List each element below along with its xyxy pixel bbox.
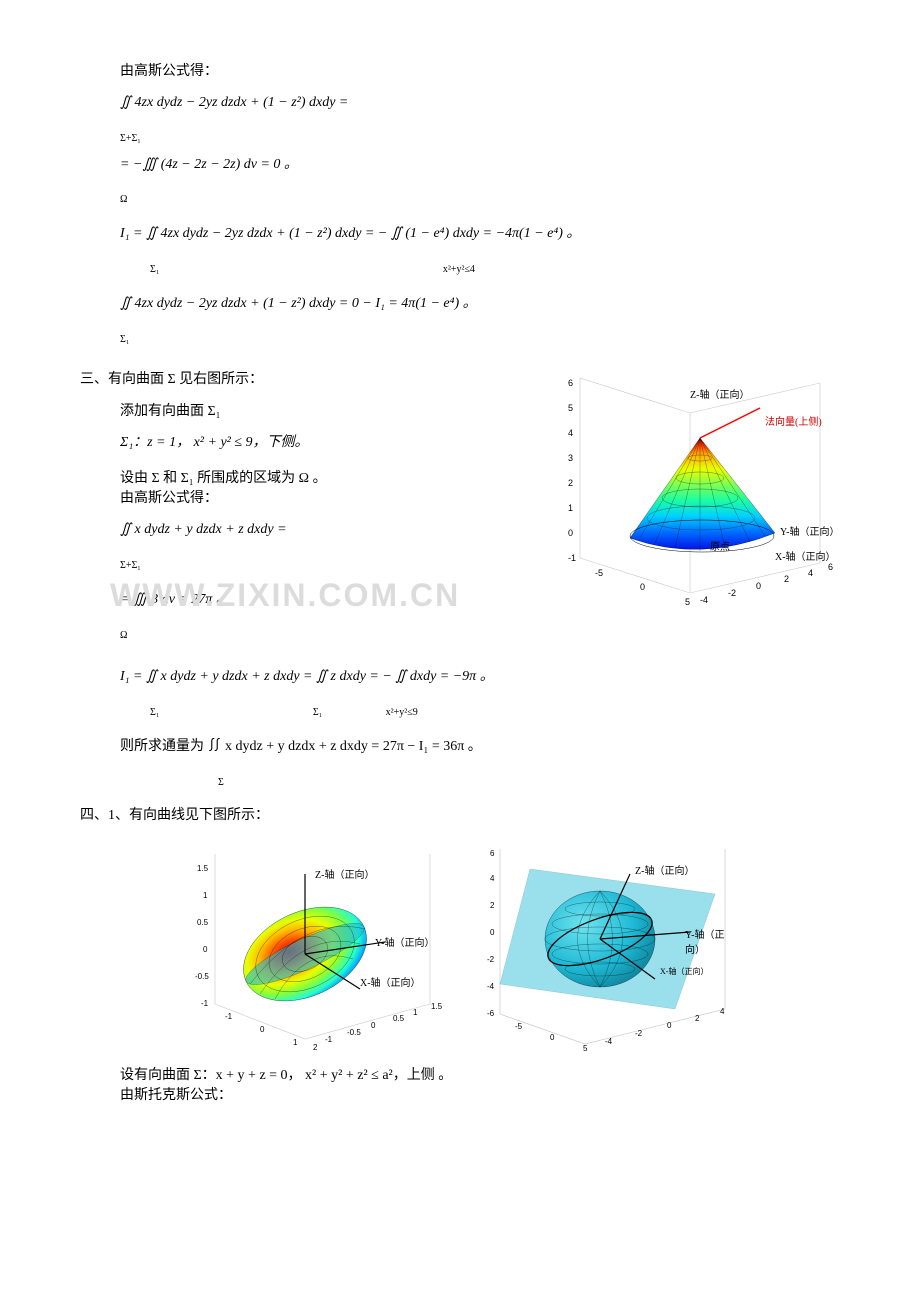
xtick: -5 [515,1022,523,1031]
figure-cone: -1 0 1 2 3 4 5 6 -5 0 5 -4 -2 0 2 4 [540,358,840,618]
ztick: 1 [568,503,573,513]
xtick: 0 [550,1033,555,1042]
p2-eq3-sub3: x²+y²≤9 [386,707,418,718]
xtick: 0 [260,1025,265,1034]
p2-eq2-text: = ∭ 3 dv = 27π 。 [120,592,230,607]
p2-l3: 设由 Σ 和 Σ₁ 所围成的区域为 Ω 。 [120,467,530,487]
xtick: 1 [293,1038,298,1047]
figure-sphere-plane: -6 -4 -2 0 2 4 6 -5 0 5 -4 -2 0 2 4 [475,834,735,1054]
p2-l2: Σ₁：z = 1， x² + y² ≤ 9，下侧。 [120,428,530,459]
ztick: 1.5 [197,864,209,873]
eq-block-2: I₁ = ∬ 4zx dydz − 2yz dzdx + (1 − z²) dx… [120,219,840,281]
ytick: 0 [667,1021,672,1030]
ztick: 6 [568,378,573,388]
fig1-x-label: X-轴（正向） [775,548,836,563]
p2-eq1-text: ∬ x dydz + y dzdx + z dxdy = [120,522,287,537]
fig2b-y: Y-轴（正向） [685,926,735,956]
ztick: -2 [487,955,495,964]
p2-eq3: I₁ = ∬ x dydz + y dzdx + z dxdy = ∬ z dx… [120,662,840,724]
ytick: 1 [413,1008,418,1017]
ytick: 2 [784,574,789,584]
p2-eq4-text: 则所求通量为 ∬ x dydz + y dzdx + z dxdy = 27π … [120,739,482,754]
ztick: 5 [568,403,573,413]
fig1-y-label: Y-轴（正向） [780,523,839,538]
ytick: -4 [700,595,708,605]
p2-eq2: = ∭ 3 dv = 27π 。 Ω [120,585,530,647]
gauss-intro-1: 由高斯公式得： [120,60,840,80]
ytick: -2 [635,1029,643,1038]
eq-block-1: ∬ 4zx dydz − 2yz dzdx + (1 − z²) dxdy = … [120,88,840,211]
ztick: 2 [490,901,495,910]
section-3-head: 三、有向曲面 Σ 见右图所示： [80,368,530,388]
eq3-sub1: Σ₁ [150,264,159,275]
ytick: 1.5 [431,1002,443,1011]
ytick: -4 [605,1037,613,1046]
xtick: -1 [225,1012,233,1021]
fig2a-z: Z-轴（正向） [315,866,374,881]
xtick: 2 [313,1043,318,1052]
ytick: 4 [808,568,813,578]
p2-eq1-sub: Σ+Σ₁ [120,560,141,571]
eq2: = −∭ (4z − 2z − 2z) dv = 0 。 [120,157,298,172]
ztick: 0 [203,945,208,954]
ztick: -4 [487,982,495,991]
ztick: -0.5 [195,972,209,981]
fig2a-y: Y-轴（正向） [375,934,434,949]
ztick: 2 [568,478,573,488]
ztick: 0.5 [197,918,209,927]
xtick: -5 [595,568,603,578]
fig2b-z: Z-轴（正向） [635,862,694,877]
eq4: ∬ 4zx dydz − 2yz dzdx + (1 − z²) dxdy = … [120,296,477,311]
ztick: -1 [201,999,209,1008]
ztick: 3 [568,453,573,463]
ytick: 0.5 [393,1014,405,1023]
p2-eq3-text: I₁ = ∬ x dydz + y dzdx + z dxdy = ∬ z dx… [120,669,494,684]
p2-l4: 由高斯公式得： [120,487,530,507]
xtick: 5 [583,1044,588,1053]
ytick: -1 [325,1035,333,1044]
eq2-sub: Ω [120,194,127,205]
p2-eq3-sub1: Σ₁ [150,707,159,718]
ztick: 6 [490,849,495,858]
eq3: I₁ = ∬ 4zx dydz − 2yz dzdx + (1 − z²) dx… [120,226,580,241]
ztick: 1 [203,891,208,900]
ztick: -6 [487,1009,495,1018]
ztick: 4 [568,428,573,438]
eq1: ∬ 4zx dydz − 2yz dzdx + (1 − z²) dxdy = [120,95,348,110]
p3-l1: 设有向曲面 Σ：x + y + z = 0， x² + y² + z² ≤ a²… [120,1064,840,1084]
xtick: 0 [640,582,645,592]
ytick: 0 [371,1021,376,1030]
ztick: -1 [568,553,576,563]
p2-eq3-sub2: Σ₁ [313,707,322,718]
ztick: 0 [490,928,495,937]
fig1-normal-label: 法向量(上侧) [765,413,822,428]
ytick: -0.5 [347,1028,361,1037]
eq1-sub: Σ+Σ₁ [120,133,141,144]
eq-block-3: ∬ 4zx dydz − 2yz dzdx + (1 − z²) dxdy = … [120,289,840,351]
fig1-z-label: Z-轴（正向） [690,386,749,401]
p2-eq2-sub: Ω [120,629,127,640]
ytick: 2 [695,1014,700,1023]
figure-hemisphere: -1 -0.5 0 0.5 1 1.5 -1 0 1 2 -1 -0.5 0 0… [185,834,445,1054]
section-4-head: 四、1、有向曲线见下图所示： [80,804,840,824]
ytick: 0 [756,581,761,591]
fig1-origin-label: 原点 [710,538,730,553]
ztick: 4 [490,874,495,883]
p2-l1: 添加有向曲面 Σ₁ [120,400,530,420]
ytick: -2 [728,588,736,598]
eq4-sub: Σ₁ [120,333,129,344]
ztick: 0 [568,528,573,538]
fig2a-x: X-轴（正向） [360,974,421,989]
ytick: 4 [720,1007,725,1016]
eq3-sub2: x²+y²≤4 [443,264,475,275]
p2-eq4-sub: Σ [218,777,224,788]
p2-eq1: ∬ x dydz + y dzdx + z dxdy = Σ+Σ₁ [120,515,530,577]
p3-l2: 由斯托克斯公式： [120,1084,840,1104]
ytick: 6 [828,562,833,572]
xtick: 5 [685,597,690,607]
p2-eq4: 则所求通量为 ∬ x dydz + y dzdx + z dxdy = 27π … [120,732,840,794]
fig2b-x: X-轴（正向） [660,966,708,977]
